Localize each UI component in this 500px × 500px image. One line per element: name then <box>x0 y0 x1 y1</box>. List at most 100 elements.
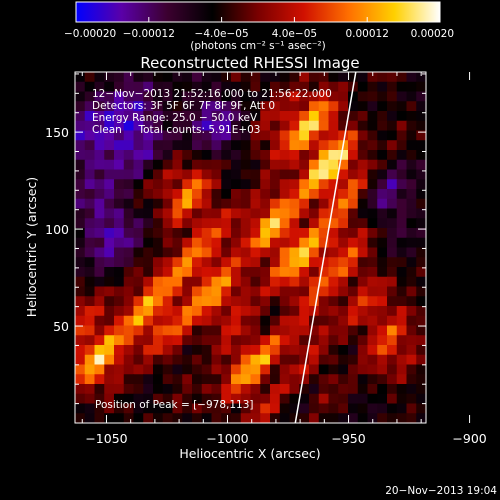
heatmap-cell <box>211 150 222 161</box>
heatmap-cell <box>133 218 144 229</box>
heatmap-cell <box>104 413 115 423</box>
heatmap-cell <box>192 315 203 327</box>
heatmap-cell <box>338 413 349 423</box>
heatmap-cell <box>260 325 271 336</box>
heatmap-cell <box>367 140 378 151</box>
heatmap-cell <box>231 159 242 171</box>
heatmap-cell <box>172 81 183 93</box>
heatmap-cell <box>396 325 408 336</box>
heatmap-cell <box>348 228 359 239</box>
heatmap-cell <box>387 208 398 219</box>
heatmap-cell <box>377 364 388 375</box>
heatmap-cell <box>192 364 203 375</box>
heatmap-cell <box>260 159 271 171</box>
heatmap-cell <box>221 159 232 171</box>
heatmap-cell <box>172 111 183 122</box>
heatmap-cell <box>270 189 281 200</box>
heatmap-cell <box>348 159 359 171</box>
heatmap-cell <box>172 72 183 83</box>
heatmap-cell <box>318 384 330 395</box>
heatmap-cell <box>240 189 252 200</box>
heatmap-cell <box>231 276 242 288</box>
heatmap-cell <box>367 91 378 102</box>
heatmap-cell <box>309 345 320 356</box>
heatmap-cell <box>279 335 291 346</box>
heatmap-cell <box>240 325 252 336</box>
heatmap-cell <box>162 140 174 151</box>
heatmap-cell <box>162 257 174 268</box>
heatmap-cell <box>279 354 291 366</box>
x-tick-label: −1000 <box>206 431 248 446</box>
heatmap-cell <box>357 130 369 141</box>
heatmap-cell <box>416 91 426 102</box>
heatmap-cell <box>309 325 320 336</box>
heatmap-cell <box>201 169 213 180</box>
heatmap-cell <box>123 159 135 171</box>
heatmap-cell <box>162 403 174 414</box>
heatmap-cell <box>309 267 320 278</box>
heatmap-cell <box>133 393 144 405</box>
heatmap-cell <box>338 403 349 414</box>
heatmap-cell <box>406 228 417 239</box>
heatmap-cell <box>84 315 96 327</box>
heatmap-cell <box>338 228 349 239</box>
heatmap-cell <box>377 208 388 219</box>
heatmap-cell <box>211 101 222 112</box>
heatmap-cell <box>231 296 242 307</box>
heatmap-cell <box>153 91 164 102</box>
heatmap-cell <box>387 169 398 180</box>
heatmap-cell <box>211 189 222 200</box>
heatmap-cell <box>348 130 359 141</box>
heatmap-cell <box>387 111 398 122</box>
heatmap-cell <box>172 364 183 375</box>
heatmap-cell <box>153 315 164 327</box>
heatmap-cell <box>279 169 291 180</box>
heatmap-cell <box>172 257 183 268</box>
heatmap-cell <box>221 179 232 190</box>
heatmap-cell <box>328 306 339 317</box>
heatmap-cell <box>270 413 281 423</box>
heatmap-cell <box>348 286 359 297</box>
heatmap-cell <box>114 189 125 200</box>
heatmap-cell <box>396 364 408 375</box>
heatmap-cell <box>416 413 426 423</box>
heatmap-cell <box>114 364 125 375</box>
heatmap-cell <box>328 169 339 180</box>
heatmap-cell <box>133 325 144 336</box>
heatmap-cell <box>75 81 86 93</box>
heatmap-cell <box>94 267 105 278</box>
heatmap-cell <box>299 101 310 112</box>
heatmap-cell <box>387 218 398 229</box>
heatmap-cell <box>377 413 388 423</box>
heatmap-cell <box>162 345 174 356</box>
heatmap-cell <box>406 101 417 112</box>
heatmap-cell <box>133 228 144 239</box>
heatmap-cell <box>260 218 271 229</box>
heatmap-cell <box>231 81 242 93</box>
heatmap-cell <box>240 384 252 395</box>
heatmap-cell <box>84 306 96 317</box>
heatmap-cell <box>153 384 164 395</box>
heatmap-cell <box>123 179 135 190</box>
heatmap-cell <box>240 101 252 112</box>
heatmap-cell <box>416 286 426 297</box>
heatmap-cell <box>250 393 261 405</box>
heatmap-cell <box>279 306 291 317</box>
heatmap-cell <box>143 91 154 102</box>
heatmap-cell <box>328 354 339 366</box>
heatmap-cell <box>231 101 242 112</box>
heatmap-cell <box>104 198 115 210</box>
heatmap-cell <box>270 286 281 297</box>
heatmap-cell <box>114 101 125 112</box>
heatmap-cell <box>406 247 417 258</box>
heatmap-cell <box>114 169 125 180</box>
heatmap-cell <box>162 130 174 141</box>
heatmap-cell <box>367 384 378 395</box>
heatmap-cell <box>201 218 213 229</box>
heatmap-cell <box>250 72 261 83</box>
heatmap-cell <box>270 257 281 268</box>
heatmap-cell <box>309 247 320 258</box>
heatmap-cell <box>289 91 300 102</box>
heatmap-cell <box>299 198 310 210</box>
heatmap-cell <box>201 208 213 219</box>
